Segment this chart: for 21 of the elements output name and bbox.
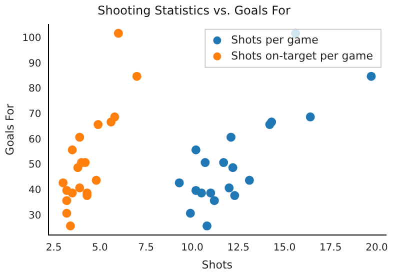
y-tick-label: 100: [22, 32, 42, 44]
y-tick-label: 90: [28, 58, 42, 70]
x-axis-title: Shots: [202, 258, 233, 272]
y-tick-label: 80: [28, 84, 42, 95]
legend-label: Shots on-target per game: [231, 49, 374, 62]
y-axis-title: Goals For: [3, 103, 16, 156]
y-tick-label: 50: [28, 160, 42, 171]
x-tick-label: 10.0: [181, 242, 204, 254]
x-tick-label: 20.0: [366, 242, 388, 254]
x-tick-label: 5.0: [92, 242, 108, 254]
y-tick-label: 70: [28, 108, 42, 120]
x-tick-label: 12.5: [227, 242, 250, 254]
x-tick-label: 17.5: [320, 242, 342, 254]
legend-label: Shots per game: [231, 33, 319, 46]
x-tick-label: 2.5: [46, 242, 62, 254]
chart-title: Shooting Statistics vs. Goals For: [98, 3, 290, 18]
y-tick-label: 60: [28, 134, 42, 146]
x-tick-label: 7.5: [138, 242, 154, 254]
y-tick-label: 30: [28, 210, 42, 222]
x-tick-label: 15.0: [273, 242, 296, 254]
y-tick-label: 40: [28, 185, 42, 196]
